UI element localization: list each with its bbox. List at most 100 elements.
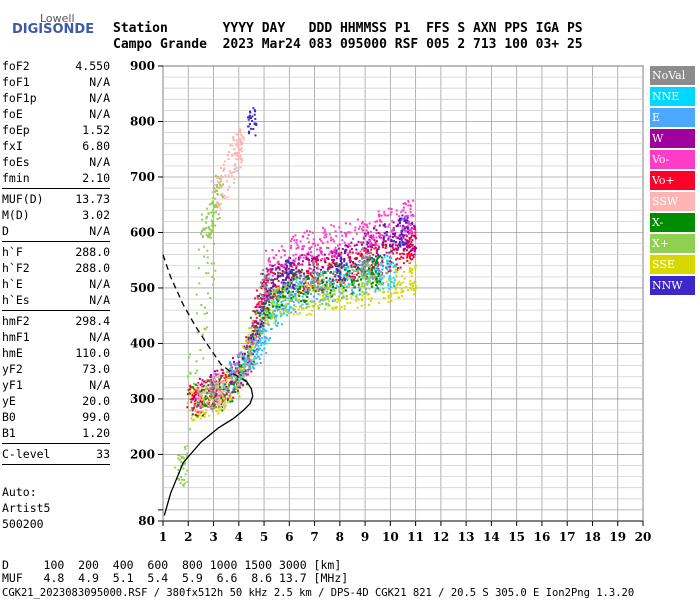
legend-item-e: E <box>650 108 695 127</box>
echo-point <box>259 323 262 326</box>
echo-point <box>265 329 268 332</box>
echo-point <box>369 245 372 248</box>
echo-point <box>301 280 304 283</box>
echo-point <box>318 300 321 303</box>
echo-point <box>272 283 275 286</box>
echo-point <box>217 393 220 396</box>
echo-point <box>249 340 252 343</box>
echo-point <box>347 252 350 255</box>
echo-point <box>253 113 256 116</box>
echo-point <box>252 128 255 130</box>
echo-point <box>177 454 180 457</box>
echo-point <box>325 295 328 298</box>
echo-point <box>282 279 285 281</box>
echo-point <box>244 358 247 361</box>
echo-point <box>177 468 180 471</box>
echo-point <box>255 312 258 315</box>
echo-point <box>205 379 208 382</box>
echo-point <box>379 254 382 257</box>
echo-point <box>247 370 250 373</box>
echo-point <box>352 292 355 295</box>
echo-point <box>204 398 207 401</box>
echo-point <box>288 279 291 282</box>
echo-point <box>414 285 417 287</box>
echo-point <box>262 321 265 324</box>
echo-point <box>214 370 216 373</box>
echo-point <box>215 209 218 212</box>
echo-point <box>301 245 304 248</box>
echo-point <box>367 293 370 296</box>
echo-point <box>248 132 250 135</box>
echo-point <box>407 289 410 292</box>
echo-point <box>218 186 221 189</box>
echo-point <box>210 232 213 234</box>
echo-point <box>314 302 317 305</box>
echo-point <box>279 310 282 313</box>
echo-point <box>316 272 319 275</box>
echo-point <box>213 404 216 407</box>
echo-point <box>174 466 177 469</box>
echo-point <box>273 290 275 293</box>
echo-point <box>252 321 254 324</box>
echo-point <box>261 297 264 300</box>
echo-point <box>399 217 402 220</box>
echo-point <box>413 250 416 253</box>
param-value: 3.02 <box>82 208 110 222</box>
echo-point <box>402 289 405 292</box>
echo-point <box>190 391 192 394</box>
echo-point <box>180 455 183 458</box>
echo-point <box>377 248 380 251</box>
echo-point <box>342 281 345 284</box>
echo-point <box>265 274 268 277</box>
echo-point <box>315 287 318 290</box>
echo-point <box>278 306 281 308</box>
echo-point <box>234 375 237 378</box>
echo-point <box>246 357 249 360</box>
echo-point <box>267 321 270 324</box>
echo-point <box>311 309 314 312</box>
echo-point <box>238 367 241 370</box>
echo-point <box>260 313 262 316</box>
echo-point <box>253 339 256 342</box>
echo-point <box>249 336 252 339</box>
echo-point <box>323 259 326 262</box>
param-row: foEp 1.52 <box>2 122 110 138</box>
echo-point <box>252 338 255 341</box>
echo-point <box>388 235 391 238</box>
echo-point <box>362 226 365 229</box>
echo-point <box>297 308 300 311</box>
echo-point <box>357 264 359 267</box>
echo-point <box>360 228 363 231</box>
echo-point <box>396 244 399 247</box>
echo-point <box>266 319 269 322</box>
echo-point <box>201 382 204 385</box>
echo-point <box>311 231 314 234</box>
echo-point <box>408 237 411 240</box>
echo-point <box>267 277 270 280</box>
echo-point <box>369 234 372 237</box>
echo-point <box>282 304 285 307</box>
echo-point <box>291 273 294 276</box>
echo-point <box>329 263 332 266</box>
echo-point <box>212 196 215 199</box>
echo-point <box>260 321 263 324</box>
echo-point <box>310 246 313 248</box>
echo-point <box>343 252 346 254</box>
echo-point <box>219 408 222 411</box>
echo-point <box>212 397 215 400</box>
echo-point <box>282 294 285 297</box>
echo-point <box>213 186 215 189</box>
echo-point <box>296 243 299 246</box>
echo-point <box>399 253 401 256</box>
echo-point <box>227 386 230 389</box>
param-separator <box>2 188 110 189</box>
echo-point <box>387 225 390 228</box>
echo-point <box>403 206 405 209</box>
echo-point <box>306 282 309 285</box>
logo-lowell-text: Lowell <box>40 12 75 25</box>
echo-point <box>382 287 385 290</box>
echo-point <box>360 266 363 269</box>
echo-point <box>256 355 259 358</box>
echo-point <box>263 285 266 288</box>
echo-point <box>367 279 370 282</box>
